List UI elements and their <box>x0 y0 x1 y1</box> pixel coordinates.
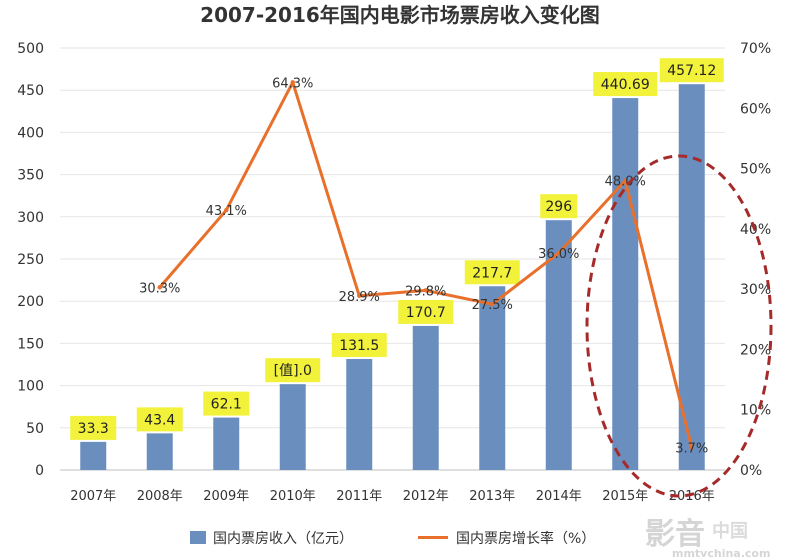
y-left-tick-label: 350 <box>17 168 44 184</box>
y-left-tick-label: 250 <box>17 252 44 268</box>
watermark: 影音 中国 mmtvchina.com <box>645 517 770 560</box>
bar-label-bg <box>659 58 724 83</box>
x-tick-label: 2013年 <box>469 489 515 504</box>
x-tick-label: 2009年 <box>203 489 249 504</box>
highlight-ellipse <box>585 154 773 498</box>
bar-label-bg <box>464 260 520 285</box>
bar-data-label: 457.12 <box>667 63 716 79</box>
y-left-tick-label: 0 <box>35 463 44 479</box>
line-point <box>556 250 561 256</box>
x-axis: 2007年 2008年 2009年 2010年 2011年 2012年 2013年 2014年… <box>70 489 715 504</box>
line-point <box>157 285 162 290</box>
bar <box>346 359 373 470</box>
y-axis-left: 0 50 100 150 200 250 300 350 400 450 500 <box>17 41 44 479</box>
line-data-label: 36.0% <box>538 247 579 262</box>
y-axis-right: 0%10%20%30%40%50%60%70% <box>740 41 771 479</box>
x-tick-label: 2010年 <box>270 489 316 504</box>
bar-data-label: 170.7 <box>406 305 446 321</box>
bar <box>80 441 107 470</box>
legend: 国内票房收入（亿元） 国内票房增长率（%） <box>190 530 595 547</box>
bar-data-label: 296 <box>545 199 572 215</box>
line-data-label: 30.3% <box>139 281 180 296</box>
bar-data-label: 131.5 <box>339 338 379 354</box>
x-tick-label: 2015年 <box>602 489 648 504</box>
legend-label-line: 国内票房增长率（%） <box>456 530 595 547</box>
bar-label-bg <box>540 194 578 219</box>
legend-label-bar: 国内票房收入（亿元） <box>213 531 353 547</box>
line-data-label: 48.0% <box>605 175 646 190</box>
bar-label-bg <box>70 415 117 440</box>
bar <box>678 84 705 470</box>
watermark-url-text: mmtvchina.com <box>672 547 770 560</box>
y-left-tick-label: 300 <box>17 210 44 226</box>
line-point <box>623 178 628 183</box>
line-data-label: 64.3% <box>272 76 313 91</box>
x-tick-label: 2011年 <box>336 489 382 504</box>
line-point <box>423 288 428 293</box>
bar-label-bg <box>136 407 183 432</box>
line-data-label: 27.5% <box>472 298 513 313</box>
bar <box>612 98 639 470</box>
bar-label-bg <box>265 358 321 383</box>
bar-data-label: 43.4 <box>144 412 175 428</box>
y-right-tick-label: 0% <box>740 463 762 479</box>
bar-data-label: 440.69 <box>601 77 650 93</box>
bar <box>479 286 506 470</box>
line-point <box>490 302 495 307</box>
line-data-label: 28.9% <box>339 290 380 305</box>
line-point <box>224 207 229 213</box>
line-point <box>689 445 694 450</box>
y-left-tick-label: 50 <box>26 421 44 437</box>
bar <box>213 417 240 470</box>
line-data-label: 43.1% <box>206 204 247 219</box>
x-tick-label: 2008年 <box>137 489 183 504</box>
x-tick-label: 2014年 <box>536 489 582 504</box>
y-right-tick-label: 10% <box>740 403 771 419</box>
bar <box>146 433 173 470</box>
line-point <box>290 80 295 85</box>
bar-data-label: 33.3 <box>78 421 109 437</box>
y-left-tick-label: 500 <box>17 41 44 57</box>
bar-label-bg <box>331 333 387 358</box>
y-right-tick-label: 50% <box>740 162 771 178</box>
bar-data-labels: 33.3 43.4 62.1 [值].0 131.5 170.7 217.7 296 440.6… <box>70 58 724 440</box>
y-left-tick-label: 450 <box>17 83 44 99</box>
y-right-tick-label: 20% <box>740 342 771 358</box>
y-right-tick-label: 60% <box>740 101 771 117</box>
x-tick-label: 2007年 <box>70 489 116 504</box>
y-left-tick-label: 150 <box>17 336 44 352</box>
line-data-label: 29.8% <box>405 284 446 299</box>
bar <box>412 325 439 470</box>
y-left-tick-label: 100 <box>17 379 44 395</box>
bar-data-label: 62.1 <box>211 397 242 413</box>
bar <box>279 384 306 470</box>
line-series <box>157 80 694 450</box>
line-data-labels: 30.3% 43.1% 64.3% 28.9% 29.8% 27.5% 36.0% 48.0%… <box>139 76 708 456</box>
bar-series <box>80 84 705 470</box>
bar-label-bg <box>203 391 250 416</box>
watermark-logo-text: 影音 <box>645 517 705 552</box>
y-right-tick-label: 70% <box>740 41 771 57</box>
y-left-tick-label: 400 <box>17 125 44 141</box>
x-tick-label: 2016年 <box>669 489 715 504</box>
x-tick-label: 2012年 <box>403 489 449 504</box>
bar-label-bg <box>398 299 454 324</box>
y-right-tick-label: 30% <box>740 282 771 298</box>
line-data-label: 3.7% <box>675 442 708 457</box>
line-point <box>357 293 362 298</box>
chart-title: 2007-2016年国内电影市场票房收入变化图 <box>200 3 600 27</box>
legend-swatch-bar <box>190 531 206 544</box>
bar-data-label: 217.7 <box>472 265 512 281</box>
y-left-tick-label: 200 <box>17 294 44 310</box>
watermark-country-text: 中国 <box>712 520 748 542</box>
bar <box>545 220 572 470</box>
bar-data-label: [值].0 <box>274 363 312 379</box>
bar-label-bg <box>593 72 658 97</box>
